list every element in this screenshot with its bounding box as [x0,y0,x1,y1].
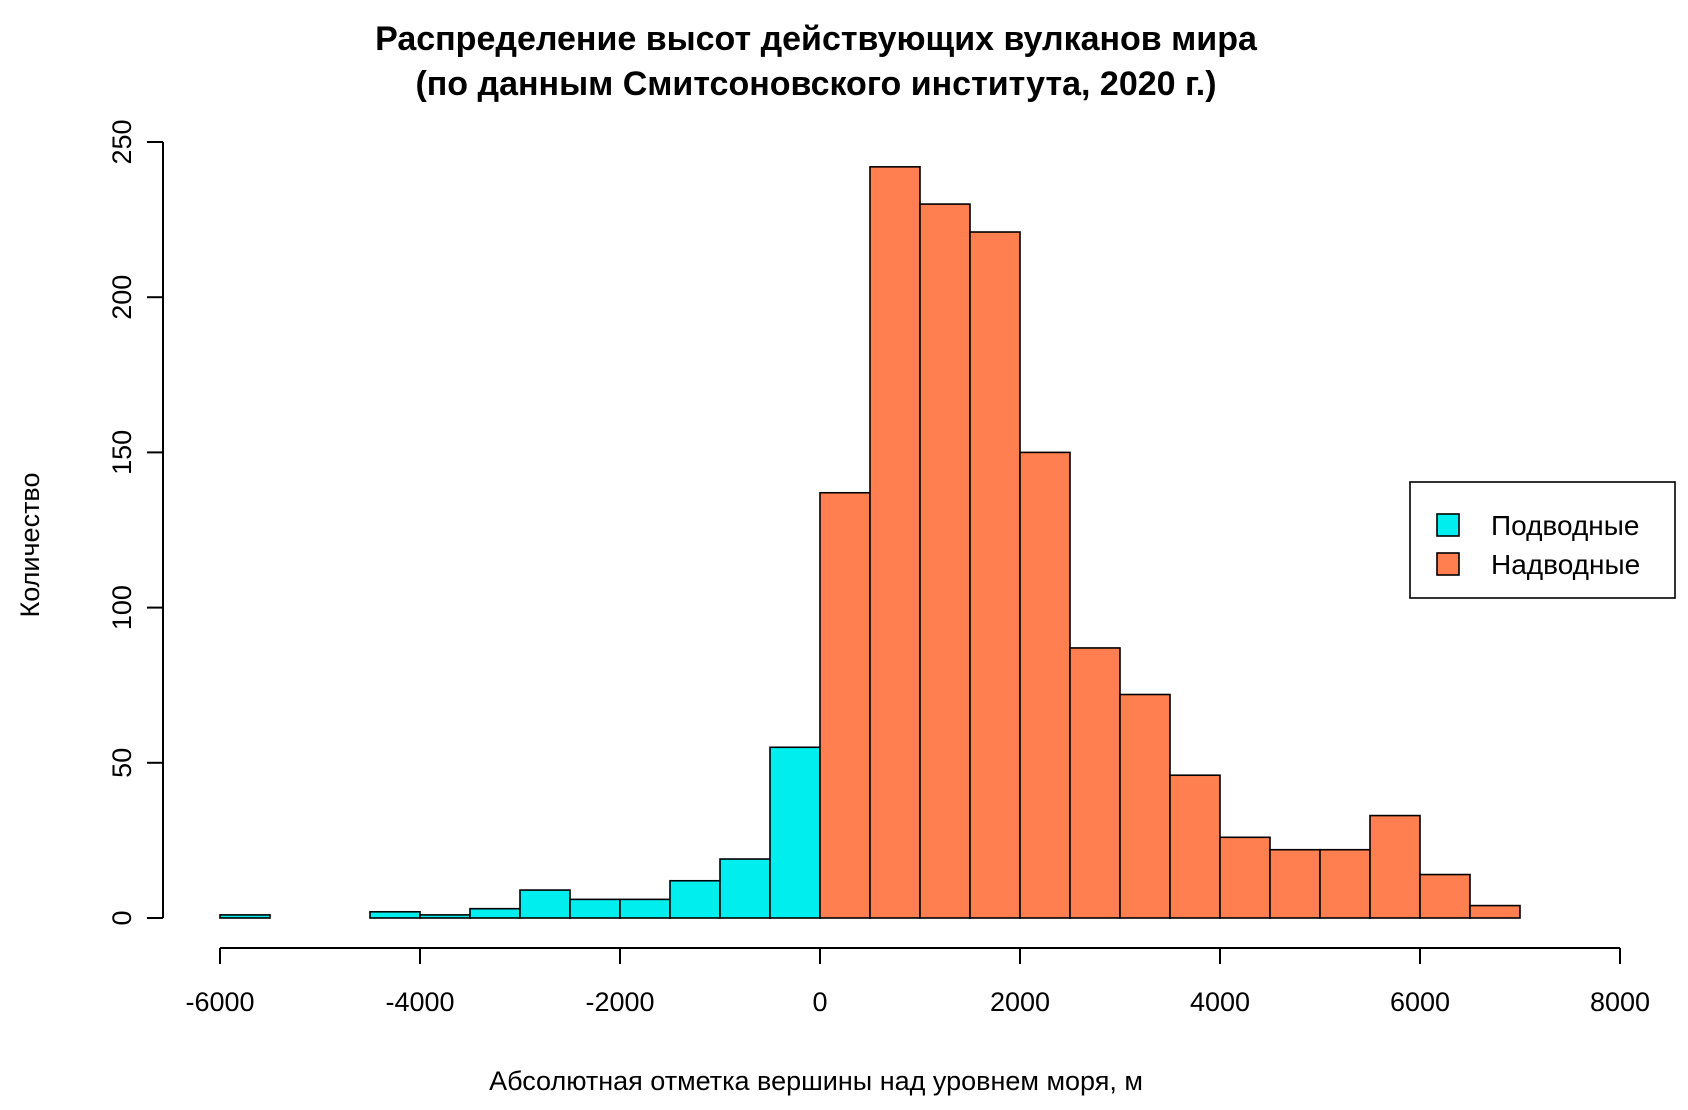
bar-subaerial-12 [1419,873,1471,919]
legend-box [1409,481,1676,599]
y-tick-label: 200 [107,275,137,320]
x-tick-label: 4000 [1190,987,1250,1017]
bars-group [219,166,1521,919]
bar-submarine-0 [219,914,271,919]
y-axis: 0 50 100 150 200 250 [107,119,164,926]
bar-submarine-11 [769,746,821,919]
y-axis-label: Количество [15,473,45,618]
bar-subaerial-4 [1019,451,1071,919]
bar-submarine-9 [669,879,721,919]
legend-swatch-0 [1436,513,1460,537]
bar-subaerial-7 [1169,774,1221,919]
bar-subaerial-8 [1219,836,1271,919]
bar-submarine-10 [719,858,771,919]
x-tick-label: -2000 [585,987,654,1017]
legend-swatch-1 [1436,552,1460,576]
x-tick-label: 0 [812,987,827,1017]
bar-submarine-7 [569,898,621,919]
y-tick-label: 150 [107,430,137,475]
bar-subaerial-5 [1069,647,1121,919]
bar-subaerial-6 [1119,693,1171,919]
bar-subaerial-10 [1319,848,1371,919]
bar-subaerial-1 [869,166,921,919]
y-tick-label: 100 [107,585,137,630]
chart-subtitle: (по данным Смитсоновского института, 202… [415,65,1216,103]
x-tick-label: -6000 [185,987,254,1017]
x-tick-label: 6000 [1390,987,1450,1017]
y-tick-label: 50 [107,748,137,778]
bar-subaerial-3 [969,231,1021,919]
bar-submarine-3 [369,910,421,919]
x-tick-label: 8000 [1590,987,1650,1017]
legend: Подводные Надводные [1409,481,1676,599]
chart-title: Распределение высот действующих вулканов… [375,20,1258,58]
y-tick-label: 0 [107,910,137,925]
bar-subaerial-11 [1369,814,1421,919]
x-tick-label: -4000 [385,987,454,1017]
x-tick-label: 2000 [990,987,1050,1017]
bar-subaerial-13 [1469,904,1521,919]
bar-subaerial-2 [919,203,971,919]
bar-subaerial-9 [1269,848,1321,919]
bar-submarine-8 [619,898,671,919]
bar-subaerial-0 [819,491,871,919]
x-axis: -6000 -4000 -2000 0 2000 4000 6000 8000 [185,947,1650,1017]
legend-label-0: Подводные [1491,510,1639,541]
legend-label-1: Надводные [1491,549,1640,580]
bar-submarine-6 [519,889,571,919]
x-axis-label: Абсолютная отметка вершины над уровнем м… [489,1066,1143,1096]
y-tick-label: 250 [107,119,137,164]
bar-submarine-4 [419,914,471,919]
bar-submarine-5 [469,907,521,919]
